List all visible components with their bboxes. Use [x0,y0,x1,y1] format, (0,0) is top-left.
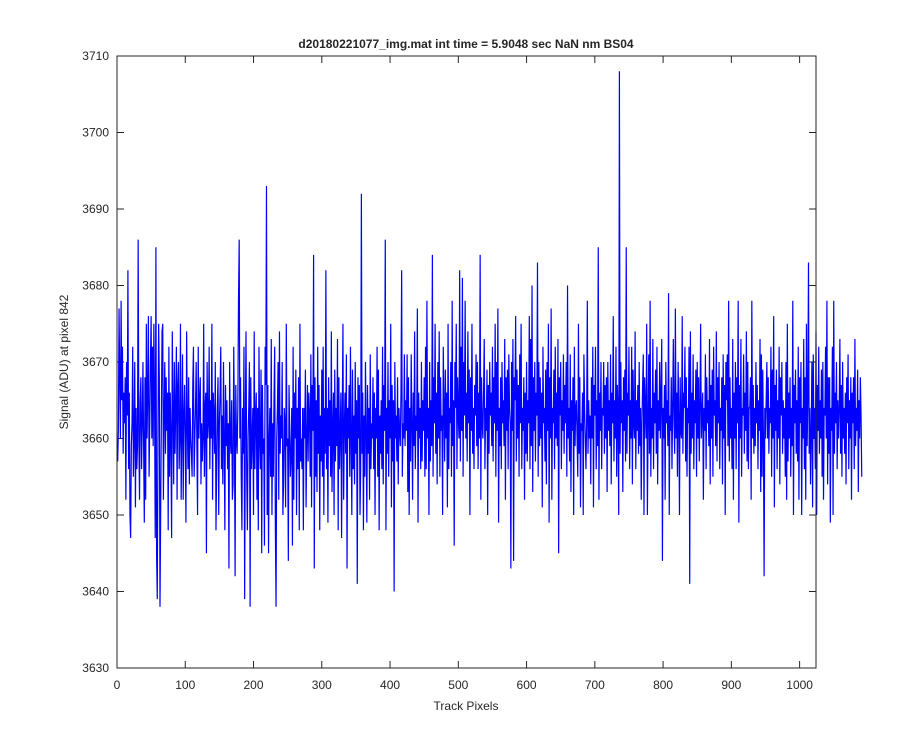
x-tick-label: 300 [312,678,332,692]
x-tick-label: 500 [448,678,468,692]
x-tick-label: 0 [114,678,121,692]
y-tick-label: 3670 [82,355,109,369]
x-tick-label: 400 [380,678,400,692]
x-tick-label: 100 [175,678,195,692]
y-tick-label: 3650 [82,508,109,522]
y-tick-label: 3680 [82,279,109,293]
y-axis-label: Signal (ADU) at pixel 842 [57,294,71,429]
signal-series-line [117,71,863,607]
y-tick-label: 3710 [82,49,109,63]
y-tick-label: 3700 [82,126,109,140]
x-tick-label: 900 [721,678,741,692]
x-axis-label: Track Pixels [434,699,499,713]
x-tick-label: 1000 [786,678,813,692]
y-tick-label: 3630 [82,661,109,675]
y-tick-label: 3640 [82,585,109,599]
x-tick-label: 200 [244,678,264,692]
y-tick-label: 3690 [82,202,109,216]
x-tick-label: 700 [585,678,605,692]
y-axis-ticks: 3630 3640 3650 3660 3670 3680 3690 3700 3710 [82,49,816,675]
x-tick-label: 800 [653,678,673,692]
y-tick-label: 3660 [82,432,109,446]
chart-title: d20180221077_img.mat int time = 5.9048 s… [298,37,634,51]
x-tick-label: 600 [517,678,537,692]
x-axis-ticks: 0 100 200 300 400 500 600 700 800 900 1000 [114,56,813,692]
plot-area [117,56,816,668]
plot-box [116,55,817,669]
